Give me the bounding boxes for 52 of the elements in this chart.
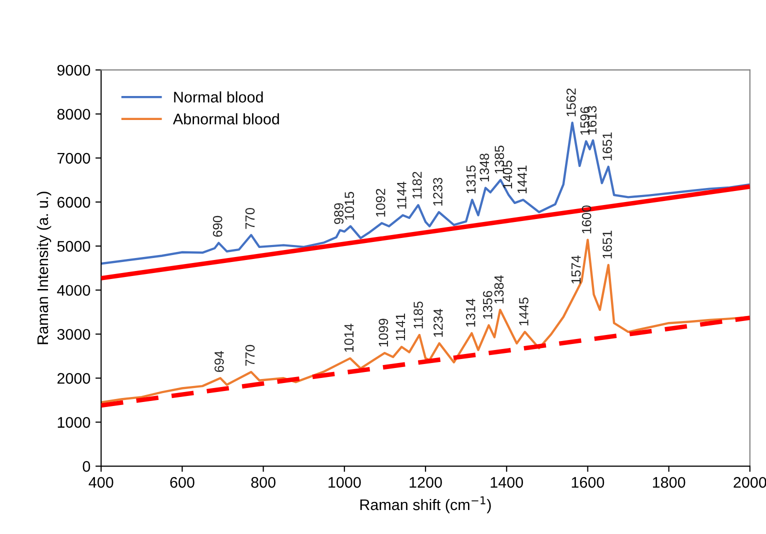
annotation: 694: [214, 350, 224, 372]
annotation: 1348: [480, 154, 490, 182]
annotation: 1600: [582, 206, 592, 234]
y-tick-label: 7000: [57, 152, 90, 164]
annotation: 1445: [519, 298, 528, 326]
y-tick-label: 0: [82, 461, 90, 472]
annotation: 1385: [494, 146, 504, 174]
annotation: 1099: [378, 318, 388, 346]
x-tick-label: 400: [88, 477, 114, 488]
x-tick-label: 1600: [572, 477, 604, 488]
y-tick-label: 5000: [57, 240, 90, 252]
annotation: 1574: [572, 256, 581, 284]
x-tick-label: 1400: [490, 477, 524, 488]
annotation: 1092: [376, 188, 386, 217]
annotation: 1314: [466, 298, 476, 327]
legend-label: Normal blood: [174, 91, 263, 103]
legend-label: Abnormal blood: [172, 113, 279, 124]
annotation: 1356: [482, 290, 492, 319]
annotation: 1185: [414, 302, 423, 328]
annotation: 1015: [344, 192, 354, 220]
annotation: 1405: [502, 160, 512, 188]
annotation: 1384: [494, 275, 504, 304]
x-tick-label: 600: [170, 477, 194, 488]
annotation: 690: [212, 216, 222, 237]
x-tick-label: 2000: [734, 477, 766, 488]
y-tick-label: 3000: [57, 328, 90, 340]
y-tick-label: 6000: [57, 196, 90, 208]
annotation: 770: [245, 208, 255, 229]
annotation: 1315: [466, 165, 476, 194]
annotation: 1562: [566, 88, 576, 116]
y-tick-label: 1000: [58, 417, 90, 428]
y-tick-label: 9000: [57, 64, 90, 76]
annotation: 989: [334, 203, 344, 224]
annotation: 1651: [602, 132, 612, 160]
annotation: 770: [245, 344, 255, 366]
x-tick-label: 1800: [652, 477, 686, 488]
annotation: 1144: [397, 182, 406, 209]
annotation: 1233: [433, 178, 442, 206]
y-tick-label: 4000: [57, 284, 90, 296]
y-tick-label: 8000: [57, 108, 90, 120]
annotation: 1651: [602, 230, 612, 258]
x-tick-label: 800: [251, 477, 276, 488]
annotation: 1234: [434, 308, 443, 337]
y-axis-title: Raman Intensity (a. u.): [36, 192, 52, 344]
x-tick-label: 1200: [410, 477, 442, 488]
annotation: 1014: [344, 324, 354, 352]
annotation: 1141: [396, 314, 405, 340]
x-tick-label: 1000: [328, 477, 361, 488]
y-tick-label: 2000: [57, 373, 90, 384]
x-axis-title: Raman shift (cm$^{−1}$): [360, 496, 491, 514]
annotation: 1182: [412, 172, 422, 199]
annotation: 1441: [518, 166, 527, 194]
